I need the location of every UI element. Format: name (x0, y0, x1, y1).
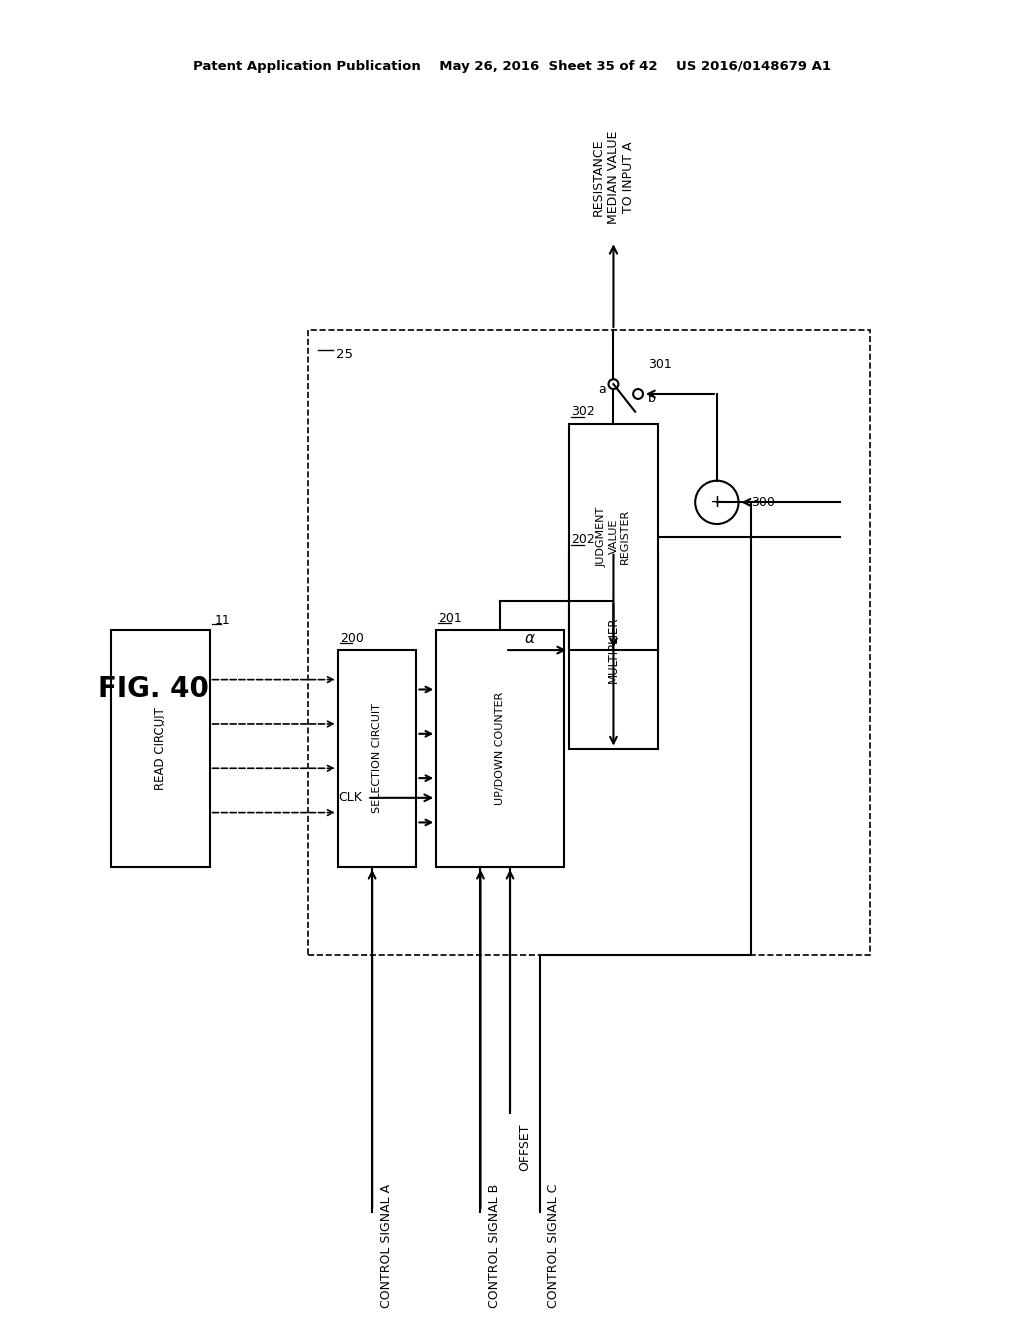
Text: CONTROL SIGNAL B: CONTROL SIGNAL B (488, 1184, 502, 1308)
Text: OFFSET: OFFSET (518, 1123, 530, 1171)
Bar (308, 330, 869, 956)
Text: ...: ... (154, 713, 167, 725)
Text: 11: 11 (215, 614, 230, 627)
Bar (569, 424, 657, 649)
Bar (569, 552, 657, 748)
Bar (338, 649, 417, 867)
Text: 300: 300 (752, 496, 775, 508)
Text: b: b (648, 392, 655, 405)
Text: +: + (710, 494, 724, 511)
Bar (112, 631, 210, 867)
Text: CLK: CLK (338, 791, 362, 804)
Text: UP/DOWN COUNTER: UP/DOWN COUNTER (496, 692, 505, 805)
Text: CONTROL SIGNAL A: CONTROL SIGNAL A (380, 1184, 393, 1308)
Text: 302: 302 (571, 405, 595, 418)
Text: MULTIPLIER: MULTIPLIER (607, 616, 620, 684)
Text: Patent Application Publication    May 26, 2016  Sheet 35 of 42    US 2016/014867: Patent Application Publication May 26, 2… (193, 61, 831, 74)
Text: CONTROL SIGNAL C: CONTROL SIGNAL C (548, 1184, 560, 1308)
Bar (436, 631, 564, 867)
Text: JUDGMENT
VALUE
REGISTER: JUDGMENT VALUE REGISTER (597, 507, 630, 566)
Text: α: α (524, 631, 535, 645)
Text: SELECTION CIRCUIT: SELECTION CIRCUIT (372, 704, 382, 813)
Text: READ CIRCUIT: READ CIRCUIT (154, 708, 167, 789)
Text: 25: 25 (336, 348, 352, 362)
Text: RESISTANCE
MEDIAN VALUE
TO INPUT A: RESISTANCE MEDIAN VALUE TO INPUT A (592, 131, 635, 224)
Text: 200: 200 (340, 632, 364, 644)
Text: FIG. 40: FIG. 40 (98, 676, 209, 704)
Text: 201: 201 (438, 612, 462, 626)
Text: 202: 202 (571, 533, 595, 546)
Text: 301: 301 (648, 358, 672, 371)
Text: a: a (598, 383, 605, 396)
